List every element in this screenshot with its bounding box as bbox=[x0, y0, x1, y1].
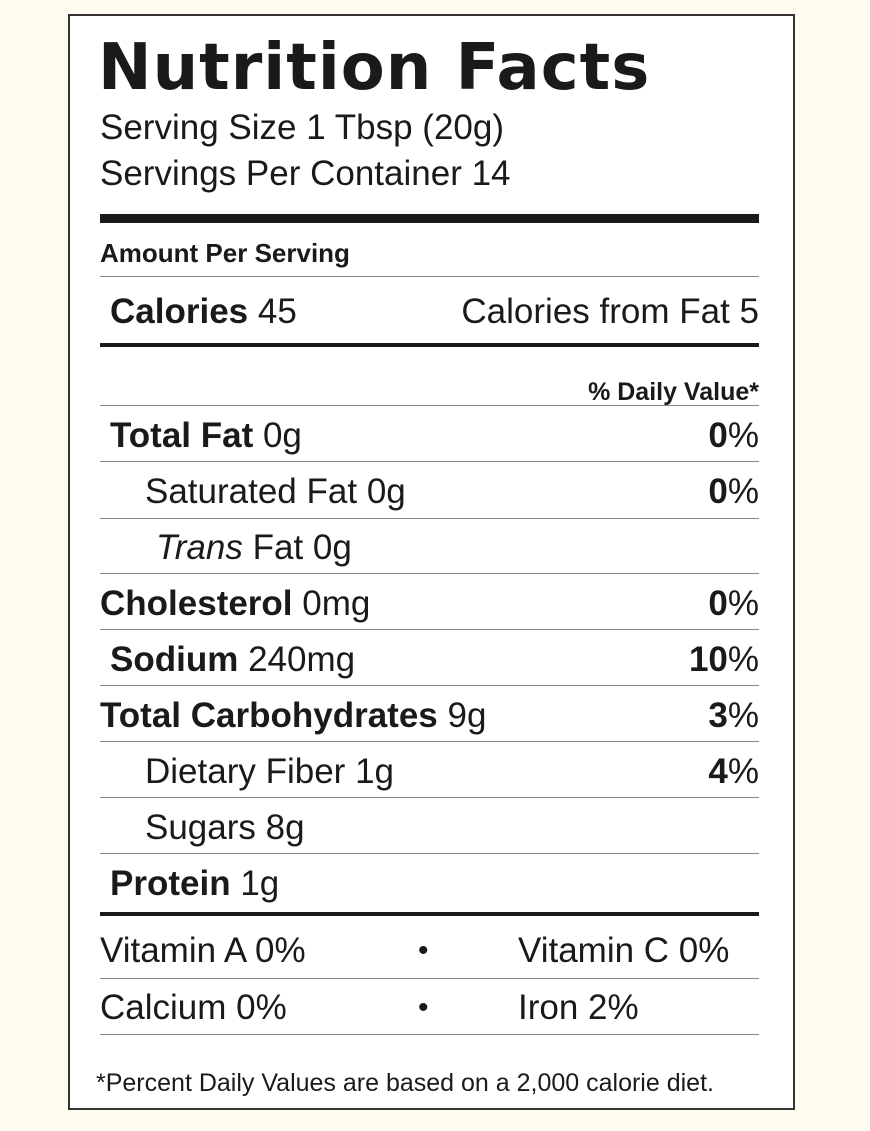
nutrient-dv-unit: % bbox=[727, 752, 759, 791]
nutrient-dv-unit: % bbox=[727, 696, 759, 735]
divider-line bbox=[100, 1034, 759, 1035]
calcium: Calcium 0% bbox=[100, 988, 287, 1027]
amount-per-serving: Amount Per Serving bbox=[100, 238, 350, 268]
divider-thick bbox=[100, 214, 759, 223]
divider-line bbox=[100, 978, 759, 979]
serving-size: Serving Size 1 Tbsp (20g) bbox=[100, 108, 505, 147]
nutrient-row-sugars: Sugars 8g bbox=[100, 804, 759, 852]
nutrient-dv: 4 bbox=[708, 752, 728, 791]
calories-label: Calories bbox=[110, 292, 249, 331]
nutrient-amount: 0g bbox=[262, 416, 302, 455]
nutrient-dv-unit: % bbox=[727, 416, 759, 455]
divider-medium bbox=[100, 912, 759, 916]
vitamin-a: Vitamin A 0% bbox=[100, 931, 306, 970]
divider-line bbox=[100, 629, 759, 630]
divider-line bbox=[100, 276, 759, 277]
nutrient-row-trans-fat: Trans Fat 0g bbox=[100, 524, 759, 572]
divider-line bbox=[100, 741, 759, 742]
vitamin-row: Vitamin A 0% • Vitamin C 0% bbox=[100, 927, 759, 975]
nutrient-dv-unit: % bbox=[727, 584, 759, 623]
mineral-row: Calcium 0% • Iron 2% bbox=[100, 984, 759, 1032]
nutrient-name: Dietary Fiber bbox=[145, 752, 346, 791]
nutrient-row-saturated-fat: Saturated Fat 0g 0% bbox=[100, 468, 759, 516]
nutrient-row-protein: Protein 1g bbox=[100, 860, 759, 908]
divider-line bbox=[100, 797, 759, 798]
divider-medium bbox=[100, 343, 759, 347]
nutrient-amount: 8g bbox=[265, 808, 305, 847]
nutrient-name: Total Fat bbox=[110, 416, 254, 455]
nutrient-row-dietary-fiber: Dietary Fiber 1g 4% bbox=[100, 748, 759, 796]
nutrient-dv: 0 bbox=[708, 584, 728, 623]
nutrient-amount: 9g bbox=[447, 696, 487, 735]
divider-line bbox=[100, 685, 759, 686]
calories-from-fat: Calories from Fat 5 bbox=[461, 292, 759, 331]
vitamin-c: Vitamin C 0% bbox=[518, 931, 730, 970]
daily-value-header: % Daily Value* bbox=[588, 378, 759, 406]
divider-line bbox=[100, 461, 759, 462]
iron: Iron 2% bbox=[518, 988, 639, 1027]
nutrient-amount: 240mg bbox=[248, 640, 356, 679]
nutrient-amount: 1g bbox=[240, 864, 280, 903]
nutrient-name: Saturated Fat bbox=[145, 472, 358, 511]
nutrient-dv-unit: % bbox=[727, 472, 759, 511]
nutrient-row-total-fat: Total Fat 0g 0% bbox=[100, 412, 759, 460]
servings-per-container: Servings Per Container 14 bbox=[100, 154, 511, 193]
bullet-separator: • bbox=[418, 934, 429, 967]
nutrient-amount: 1g bbox=[355, 752, 394, 791]
nutrient-dv: 0 bbox=[708, 472, 728, 511]
nutrient-name: Protein bbox=[110, 864, 231, 903]
divider-line bbox=[100, 573, 759, 574]
nutrient-name: Cholesterol bbox=[100, 584, 293, 623]
nutrient-row-total-carbohydrates: Total Carbohydrates 9g 3% bbox=[100, 692, 759, 740]
nutrient-dv-unit: % bbox=[727, 640, 759, 679]
nutrient-amount: 0mg bbox=[302, 584, 371, 623]
nutrient-name: Sugars bbox=[145, 808, 256, 847]
divider-line bbox=[100, 518, 759, 519]
nutrient-dv: 0 bbox=[708, 416, 728, 455]
nutrition-facts-label: Nutrition Facts Serving Size 1 Tbsp (20g… bbox=[68, 14, 795, 1110]
footnote: *Percent Daily Values are based on a 2,0… bbox=[96, 1069, 714, 1097]
bullet-separator: • bbox=[418, 991, 429, 1024]
nutrient-dv: 3 bbox=[708, 696, 728, 735]
nutrient-row-sodium: Sodium 240mg 10% bbox=[100, 636, 759, 684]
nutrient-name: Fat bbox=[252, 528, 304, 567]
nutrient-dv: 10 bbox=[688, 640, 728, 679]
label-title: Nutrition Facts bbox=[98, 31, 651, 105]
calories-row: Calories 45 Calories from Fat 5 bbox=[100, 288, 759, 336]
nutrient-row-cholesterol: Cholesterol 0mg 0% bbox=[100, 580, 759, 628]
nutrient-amount: 0g bbox=[366, 472, 406, 511]
divider-line bbox=[100, 405, 759, 406]
nutrient-name: Total Carbohydrates bbox=[100, 696, 438, 735]
nutrient-amount: 0g bbox=[312, 528, 352, 567]
calories-value: 45 bbox=[257, 292, 297, 331]
nutrient-name: Sodium bbox=[110, 640, 239, 679]
divider-line bbox=[100, 853, 759, 854]
nutrient-name-italic: Trans bbox=[156, 528, 243, 567]
